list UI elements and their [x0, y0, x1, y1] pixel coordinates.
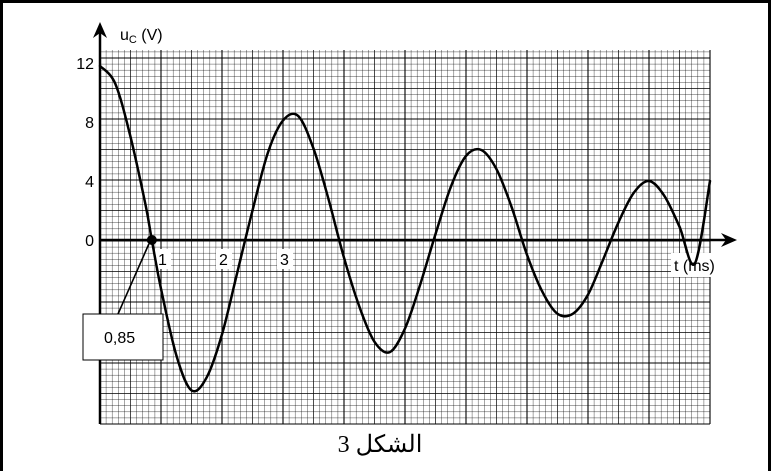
- y-tick-label: 12: [76, 56, 94, 73]
- x-tick-label-bg: [155, 249, 171, 269]
- voltage-curve: [98, 64, 712, 393]
- y-tick-labels: 12 8 4 0: [76, 56, 94, 250]
- annotation-label: 0,85: [104, 330, 135, 347]
- y-axis-label-var: u: [120, 27, 129, 44]
- y-axis-label-unit: (V): [137, 27, 163, 44]
- x-tick-label: 1: [158, 252, 167, 269]
- x-tick-label-bg: [216, 249, 232, 269]
- y-tick-label: 4: [85, 174, 94, 191]
- y-axis-label-sub: C: [129, 34, 137, 46]
- x-axis-label-bg: [671, 253, 733, 277]
- figure-caption: الشكل 3: [338, 432, 423, 458]
- annotation-leader-line: [117, 243, 150, 315]
- x-tick-label: 2: [219, 252, 228, 269]
- x-tick-label: 3: [280, 252, 289, 269]
- x-axis-label: t (ms): [674, 258, 715, 275]
- y-tick-label: 0: [85, 233, 94, 250]
- y-axis-label: uC (V): [120, 27, 163, 46]
- y-axis-arrow: [93, 22, 107, 38]
- y-tick-label: 8: [85, 115, 94, 132]
- x-tick-label-bg: [277, 249, 293, 269]
- annotation-box: [82, 313, 164, 361]
- zero-crossing-point: [146, 235, 157, 245]
- x-tick-labels: 1 2 3: [155, 249, 293, 269]
- x-axis-arrow: [721, 233, 737, 247]
- graph-paper-grid: [99, 50, 711, 425]
